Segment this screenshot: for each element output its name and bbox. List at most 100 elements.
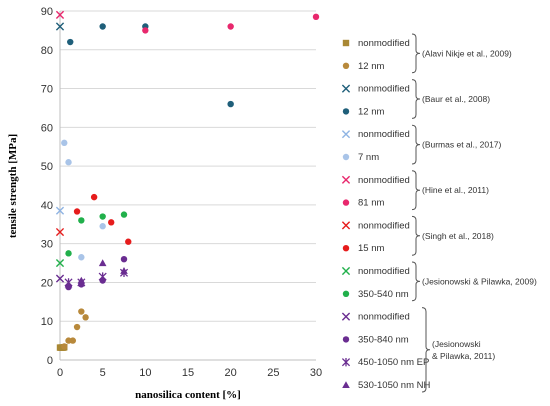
data-point-series-7 xyxy=(312,13,320,21)
data-point-series-3 xyxy=(227,100,234,108)
legend-label: nonmodified xyxy=(358,84,410,95)
reference-label: (Hine et al., 2011) xyxy=(422,185,489,195)
y-tick-label: 90 xyxy=(41,6,53,18)
data-point-series-3 xyxy=(67,38,74,46)
legend-marker-10 xyxy=(341,266,351,276)
data-point-series-5 xyxy=(78,254,85,261)
x-tick-label: 5 xyxy=(100,367,106,379)
reference-brace xyxy=(411,170,421,211)
data-point-series-2 xyxy=(55,22,65,31)
legend-label: nonmodified xyxy=(358,266,410,277)
legend-marker-7 xyxy=(342,199,350,206)
data-point-series-9 xyxy=(73,208,81,215)
data-point-series-11 xyxy=(99,213,106,220)
data-point-series-5 xyxy=(61,139,68,147)
data-point-series-11 xyxy=(78,217,85,224)
data-point-series-12 xyxy=(55,274,65,283)
y-tick-label: 40 xyxy=(41,200,53,212)
data-point-series-15 xyxy=(120,267,128,274)
legend-label: 450-1050 nm EP xyxy=(358,357,429,368)
reference-brace xyxy=(411,124,421,165)
data-point-series-1 xyxy=(73,323,81,331)
legend-label: 12 nm xyxy=(358,106,384,117)
x-tick-label: 15 xyxy=(182,367,194,379)
data-point-series-7 xyxy=(142,27,149,34)
legend-marker-4 xyxy=(341,130,351,139)
reference-brace xyxy=(411,33,421,74)
reference-label: (Burmas et al., 2017) xyxy=(422,140,502,150)
y-tick-label: 80 xyxy=(41,45,53,57)
data-point-series-9 xyxy=(108,219,115,226)
legend: nonmodified 12 nm nonmodified 12 nm nonmodif… xyxy=(341,33,537,393)
legend-label: 7 nm xyxy=(358,152,379,163)
legend-label: 81 nm xyxy=(358,198,384,209)
data-point-series-10 xyxy=(55,258,65,268)
reference-brace xyxy=(411,261,421,302)
reference-label: (Jesionowski & Pilawka, 2009) xyxy=(422,276,537,286)
legend-marker-11 xyxy=(342,290,350,297)
legend-marker-12 xyxy=(341,312,351,321)
data-point-series-13 xyxy=(120,255,128,263)
data-point-series-9 xyxy=(90,193,98,201)
legend-label: nonmodified xyxy=(358,38,410,49)
x-tick-label: 0 xyxy=(57,367,63,379)
x-tick-label: 20 xyxy=(225,367,237,379)
y-tick-label: 10 xyxy=(41,316,53,328)
data-point-series-1 xyxy=(69,337,77,344)
legend-marker-13 xyxy=(342,336,350,343)
x-axis-title: nanosilica content [%] xyxy=(135,389,241,401)
axes: 0 10 20 30 40 50 60 70 80 90 0 5 10 15 20 25 30 xyxy=(41,6,322,379)
data-point-series-6 xyxy=(55,10,65,19)
legend-label: nonmodified xyxy=(358,129,410,140)
data-point-series-8 xyxy=(55,227,65,237)
data-point-series-15 xyxy=(98,259,107,267)
legend-label: nonmodified xyxy=(358,220,410,231)
legend-marker-0 xyxy=(342,39,350,47)
data-point-series-5 xyxy=(99,223,106,230)
y-tick-label: 50 xyxy=(41,161,53,173)
legend-label: 15 nm xyxy=(358,243,384,254)
data-point-series-15 xyxy=(77,276,86,284)
legend-marker-15 xyxy=(342,381,350,389)
reference-brace xyxy=(411,215,421,256)
y-tick-label: 30 xyxy=(41,239,53,251)
data-point-series-1 xyxy=(78,308,85,315)
legend-marker-9 xyxy=(342,245,350,252)
legend-marker-1 xyxy=(342,62,350,69)
x-tick-label: 10 xyxy=(139,367,151,379)
data-point-series-11 xyxy=(65,250,72,257)
data-point-series-11 xyxy=(120,211,128,218)
legend-label: 530-1050 nm NH xyxy=(358,380,430,391)
data-point-series-14 xyxy=(98,272,107,281)
data-point-series-4 xyxy=(55,206,65,215)
reference-brace xyxy=(421,307,431,393)
legend-marker-8 xyxy=(341,221,351,230)
data-point-series-1 xyxy=(61,343,68,350)
legend-label: 350-540 nm xyxy=(358,289,409,300)
legend-label: 350-840 nm xyxy=(358,334,409,345)
legend-marker-6 xyxy=(341,175,351,184)
data-point-series-3 xyxy=(99,23,106,30)
y-axis-title: tensile strength [MPa] xyxy=(7,134,19,238)
reference-label: & Pilawka, 2011) xyxy=(432,351,495,361)
legend-marker-2 xyxy=(341,84,351,93)
reference-label: (Alavi Nikje et al., 2009) xyxy=(422,48,512,58)
legend-label: 12 nm xyxy=(358,61,384,72)
legend-label: nonmodified xyxy=(358,312,410,323)
data-point-series-1 xyxy=(82,314,89,321)
data-point-series-15 xyxy=(64,280,73,288)
y-tick-label: 70 xyxy=(41,84,53,96)
legend-marker-14 xyxy=(341,358,351,367)
data-point-series-5 xyxy=(65,159,72,166)
y-tick-label: 20 xyxy=(41,277,53,289)
data-point-series-7 xyxy=(227,23,234,30)
reference-label: (Baur et al., 2008) xyxy=(422,94,490,104)
data-point-series-9 xyxy=(125,238,132,245)
legend-marker-5 xyxy=(342,153,350,161)
gridlines xyxy=(60,10,316,322)
reference-label: (Jesionowski xyxy=(432,339,481,349)
y-tick-label: 0 xyxy=(47,355,53,367)
y-tick-label: 60 xyxy=(41,122,53,134)
x-tick-label: 25 xyxy=(267,367,279,379)
